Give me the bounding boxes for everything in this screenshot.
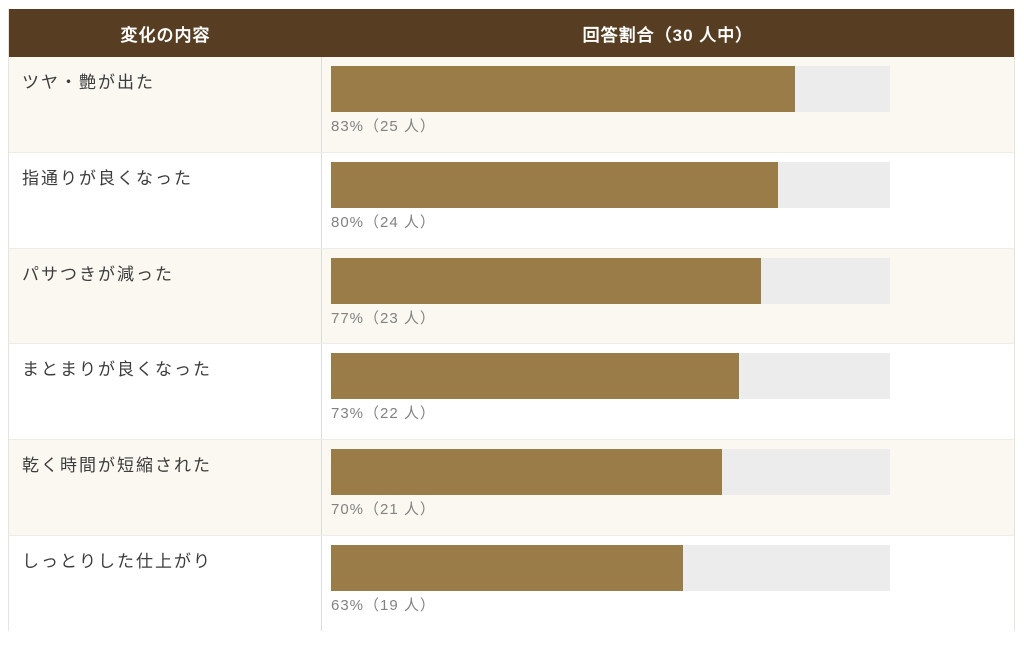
table-header: 変化の内容 回答割合（30 人中） [9, 9, 1014, 57]
row-bar-cell: 80%（24 人） [322, 153, 1014, 248]
bar-value-label: 83%（25 人） [331, 118, 436, 135]
table-row: 指通りが良くなった 80%（24 人） [9, 151, 1014, 248]
row-label: しっとりした仕上がり [9, 536, 322, 631]
header-cell-change-content: 変化の内容 [120, 25, 211, 45]
bar-fill [331, 545, 684, 592]
bar-value-label: 77%（23 人） [331, 309, 436, 327]
table-row: 乾く時間が短縮された 70%（21 人） [9, 439, 1014, 536]
table-row: まとまりが良くなった 73%（22 人） [9, 343, 1014, 440]
row-label: まとまりが良くなった [9, 344, 322, 440]
row-label: 乾く時間が短縮された [9, 440, 322, 536]
bar-fill [331, 161, 779, 208]
survey-results-table: 変化の内容 回答割合（30 人中） ツヤ・艶が出た 83%（25 人） 指通りが… [8, 9, 1015, 631]
bar-fill [331, 66, 795, 112]
bar-value-label: 70%（21 人） [331, 501, 436, 519]
bar-fill [331, 257, 762, 304]
bar-track [331, 257, 890, 304]
bar-track [331, 161, 890, 208]
table-row: しっとりした仕上がり 63%（19 人） [9, 535, 1014, 631]
table-row: パサつきが減った 77%（23 人） [9, 247, 1014, 344]
bar-track [331, 353, 890, 400]
bar-value-label: 73%（22 人） [331, 405, 436, 423]
row-label: ツヤ・艶が出た [9, 57, 322, 152]
header-cell-response-ratio: 回答割合（30 人中） [582, 25, 754, 45]
bar-track [331, 66, 890, 112]
bar-track [331, 545, 890, 592]
row-bar-cell: 70%（21 人） [322, 440, 1014, 535]
bar-value-label: 80%（24 人） [331, 213, 436, 231]
bar-fill [331, 449, 723, 496]
bar-fill [331, 353, 740, 400]
table-row: ツヤ・艶が出た 83%（25 人） [9, 57, 1014, 152]
row-bar-cell: 83%（25 人） [322, 57, 1014, 152]
bar-value-label: 63%（19 人） [331, 597, 436, 615]
row-bar-cell: 77%（23 人） [322, 249, 1014, 344]
row-bar-cell: 63%（19 人） [322, 536, 1014, 631]
bar-track [331, 449, 890, 496]
row-label: パサつきが減った [9, 248, 322, 344]
row-label: 指通りが良くなった [9, 152, 322, 248]
row-bar-cell: 73%（22 人） [322, 344, 1014, 439]
table-body: ツヤ・艶が出た 83%（25 人） 指通りが良くなった 80%（24 人） パサ… [9, 57, 1014, 631]
